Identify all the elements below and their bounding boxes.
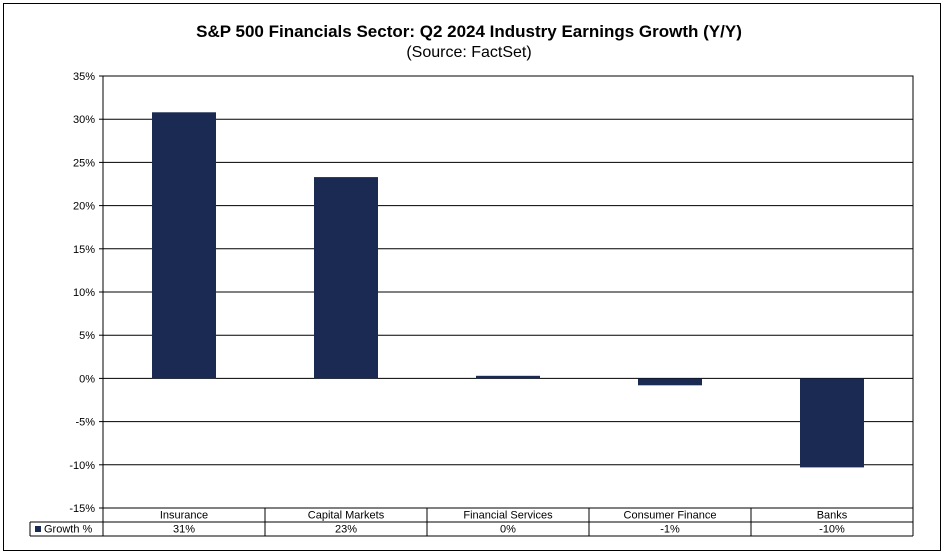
table-value: -1% (660, 524, 680, 536)
legend-swatch (35, 526, 41, 532)
category-label: Consumer Finance (624, 510, 717, 522)
y-tick-label: 25% (73, 157, 95, 169)
bar-capital-markets (314, 177, 378, 379)
table-value: 0% (500, 524, 516, 536)
y-tick-label: 5% (79, 330, 95, 342)
y-tick-label: 20% (73, 201, 95, 213)
plot-border (102, 75, 914, 509)
y-tick-label: 15% (73, 244, 95, 256)
y-tick-label: 10% (73, 287, 95, 299)
bar-banks (800, 378, 864, 468)
y-tick-label: -5% (75, 417, 95, 429)
table-row-label: Growth % (44, 524, 93, 536)
y-tick-label: 35% (73, 71, 95, 83)
y-tick-label: -10% (69, 460, 95, 472)
table-value: 31% (173, 524, 195, 536)
bar-financial-services (476, 375, 540, 379)
category-label: Capital Markets (308, 510, 385, 522)
bar-insurance (152, 112, 216, 379)
category-label: Banks (817, 510, 848, 522)
y-tick-label: 0% (79, 373, 95, 385)
bar-consumer-finance (638, 378, 702, 386)
category-label: Financial Services (463, 510, 553, 522)
y-tick-label: -15% (69, 503, 95, 515)
chart-subtitle: (Source: FactSet) (406, 44, 532, 61)
category-label: Insurance (160, 510, 208, 522)
table-value: 23% (335, 524, 357, 536)
y-tick-label: 30% (73, 114, 95, 126)
chart-title: S&P 500 Financials Sector: Q2 2024 Indus… (196, 22, 742, 41)
table-value: -10% (819, 524, 845, 536)
